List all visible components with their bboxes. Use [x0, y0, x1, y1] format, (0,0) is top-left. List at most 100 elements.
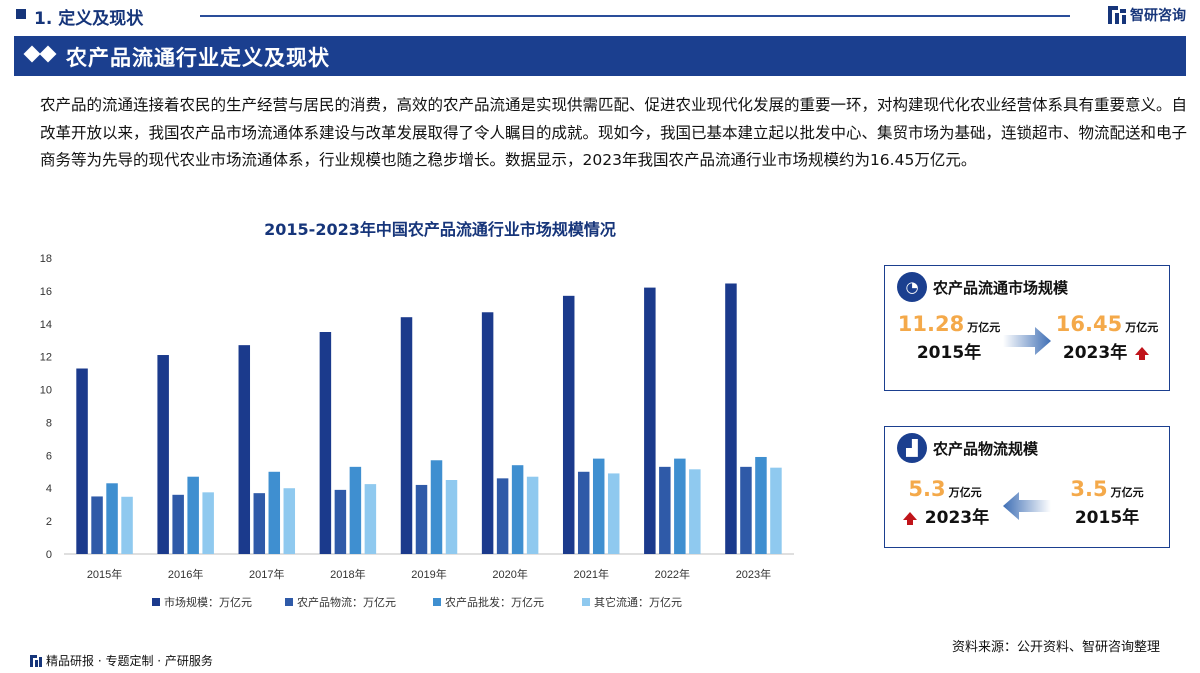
bar — [106, 483, 118, 554]
x-tick-label: 2021年 — [573, 567, 608, 581]
bar — [562, 295, 575, 554]
market-to-year: 2023年 — [1062, 343, 1128, 363]
banner-title: 农产品流通行业定义及现状 — [66, 46, 330, 70]
brand-logo-icon — [1108, 6, 1126, 24]
bar — [740, 466, 752, 554]
logistics-left-year: 2023年 — [924, 508, 990, 528]
section-title: 1. 定义及现状 — [34, 9, 144, 29]
market-to-value: 16.45 — [1055, 312, 1123, 336]
diamond-icon — [23, 45, 57, 63]
bar — [283, 488, 296, 554]
market-from-block: 11.28 万亿元 2015年 — [889, 312, 1009, 363]
footer-text: 精品研报 · 专题定制 · 产研服务 — [46, 654, 213, 668]
intro-paragraph: 农产品的流通连接着农民的生产经营与居民的消费，高效的农产品流通是实现供需匹配、促… — [40, 96, 1188, 169]
y-tick-label: 8 — [46, 417, 52, 429]
logistics-right-value: 3.5 — [1070, 477, 1108, 501]
source-note: 资料来源：公开资料、智研咨询整理 — [951, 640, 1160, 655]
logistics-card: ▟ 农产品物流规模 5.3 万亿元 2023年 3.5 万亿元 2015年 — [884, 426, 1170, 548]
card-title: 农产品物流规模 — [933, 439, 1039, 458]
bar — [349, 466, 362, 554]
legend-label: 其它流通：万亿元 — [594, 595, 682, 609]
x-tick-label: 2019年 — [411, 567, 446, 581]
bar — [496, 478, 509, 554]
y-tick-label: 10 — [40, 385, 52, 397]
legend-label: 市场规模：万亿元 — [164, 595, 252, 609]
card-title: 农产品流通市场规模 — [933, 278, 1069, 297]
bar — [76, 368, 88, 554]
bar — [659, 466, 671, 554]
card-header: ◔ 农产品流通市场规模 — [897, 272, 1068, 302]
bar — [400, 317, 413, 554]
logistics-right-block: 3.5 万亿元 2015年 — [1047, 477, 1167, 528]
up-arrow-icon — [902, 512, 917, 525]
market-from-year: 2015年 — [916, 343, 982, 363]
gauge-icon: ◔ — [897, 272, 927, 302]
bar — [607, 473, 620, 554]
title-banner: 农产品流通行业定义及现状 — [14, 36, 1186, 76]
bar — [755, 456, 767, 554]
section-marker — [16, 9, 26, 19]
chart-title: 2015-2023年中国农产品流通行业市场规模情况 — [264, 220, 616, 239]
bar — [253, 493, 266, 554]
market-from-value: 11.28 — [897, 312, 965, 336]
bar — [319, 332, 332, 554]
y-tick-label: 2 — [46, 516, 52, 528]
bar — [172, 494, 184, 554]
bar-chart-icon: ▟ — [897, 433, 927, 463]
bar — [481, 312, 494, 554]
bar — [644, 287, 656, 554]
card-header: ▟ 农产品物流规模 — [897, 433, 1038, 463]
logistics-right-year: 2015年 — [1074, 508, 1140, 528]
bar — [91, 496, 103, 554]
logistics-left-block: 5.3 万亿元 2023年 — [885, 477, 1005, 528]
bar — [592, 458, 605, 554]
y-tick-label: 0 — [46, 549, 52, 561]
legend-label: 农产品批发：万亿元 — [445, 595, 544, 609]
footer-tagline: 精品研报 · 专题定制 · 产研服务 — [30, 652, 213, 669]
bar — [430, 460, 443, 554]
bar — [121, 496, 133, 554]
x-tick-label: 2022年 — [655, 567, 690, 581]
brand-name: 智研咨询 — [1130, 8, 1186, 24]
x-tick-label: 2020年 — [492, 567, 527, 581]
bar — [334, 489, 347, 554]
bar — [577, 471, 590, 554]
legend-swatch — [152, 598, 160, 606]
x-tick-label: 2023年 — [736, 567, 771, 581]
up-arrow-icon — [1135, 347, 1150, 360]
logistics-left-unit: 万亿元 — [948, 486, 982, 499]
top-bar: 1. 定义及现状 智研咨询 — [0, 0, 1200, 34]
logistics-right-unit: 万亿元 — [1110, 486, 1144, 499]
market-from-unit: 万亿元 — [967, 321, 1001, 334]
market-to-block: 16.45 万亿元 2023年 — [1047, 312, 1167, 363]
y-tick-label: 4 — [46, 483, 52, 495]
legend-swatch — [433, 598, 441, 606]
x-tick-label: 2015年 — [87, 567, 122, 581]
bar — [187, 476, 199, 554]
legend-swatch — [285, 598, 293, 606]
y-tick-label: 16 — [40, 286, 52, 298]
footer-logo-icon — [30, 654, 42, 667]
bar — [770, 467, 782, 554]
legend-label: 农产品物流：万亿元 — [297, 595, 396, 609]
bar-chart: 0 2 4 6 8 10 12 14 16 18 2015年 2016年 2017年 2018年 2019年… — [40, 253, 794, 609]
bar — [511, 465, 524, 554]
bar — [157, 355, 169, 554]
bar — [725, 283, 737, 554]
logistics-left-value: 5.3 — [908, 477, 946, 501]
y-tick-label: 6 — [46, 450, 52, 462]
x-tick-label: 2017年 — [249, 567, 284, 581]
bar — [689, 469, 701, 554]
right-arrow-icon — [1003, 327, 1051, 355]
bar — [364, 484, 377, 554]
bar — [238, 345, 251, 554]
legend-swatch — [582, 598, 590, 606]
left-arrow-icon — [1003, 492, 1051, 520]
bar — [202, 492, 214, 554]
market-size-card: ◔ 农产品流通市场规模 11.28 万亿元 2015年 16.45 万亿元 2023… — [884, 265, 1170, 391]
bar — [445, 480, 458, 554]
x-tick-label: 2016年 — [168, 567, 203, 581]
header-divider — [200, 15, 1070, 17]
bar — [526, 476, 539, 554]
bar — [268, 471, 281, 554]
